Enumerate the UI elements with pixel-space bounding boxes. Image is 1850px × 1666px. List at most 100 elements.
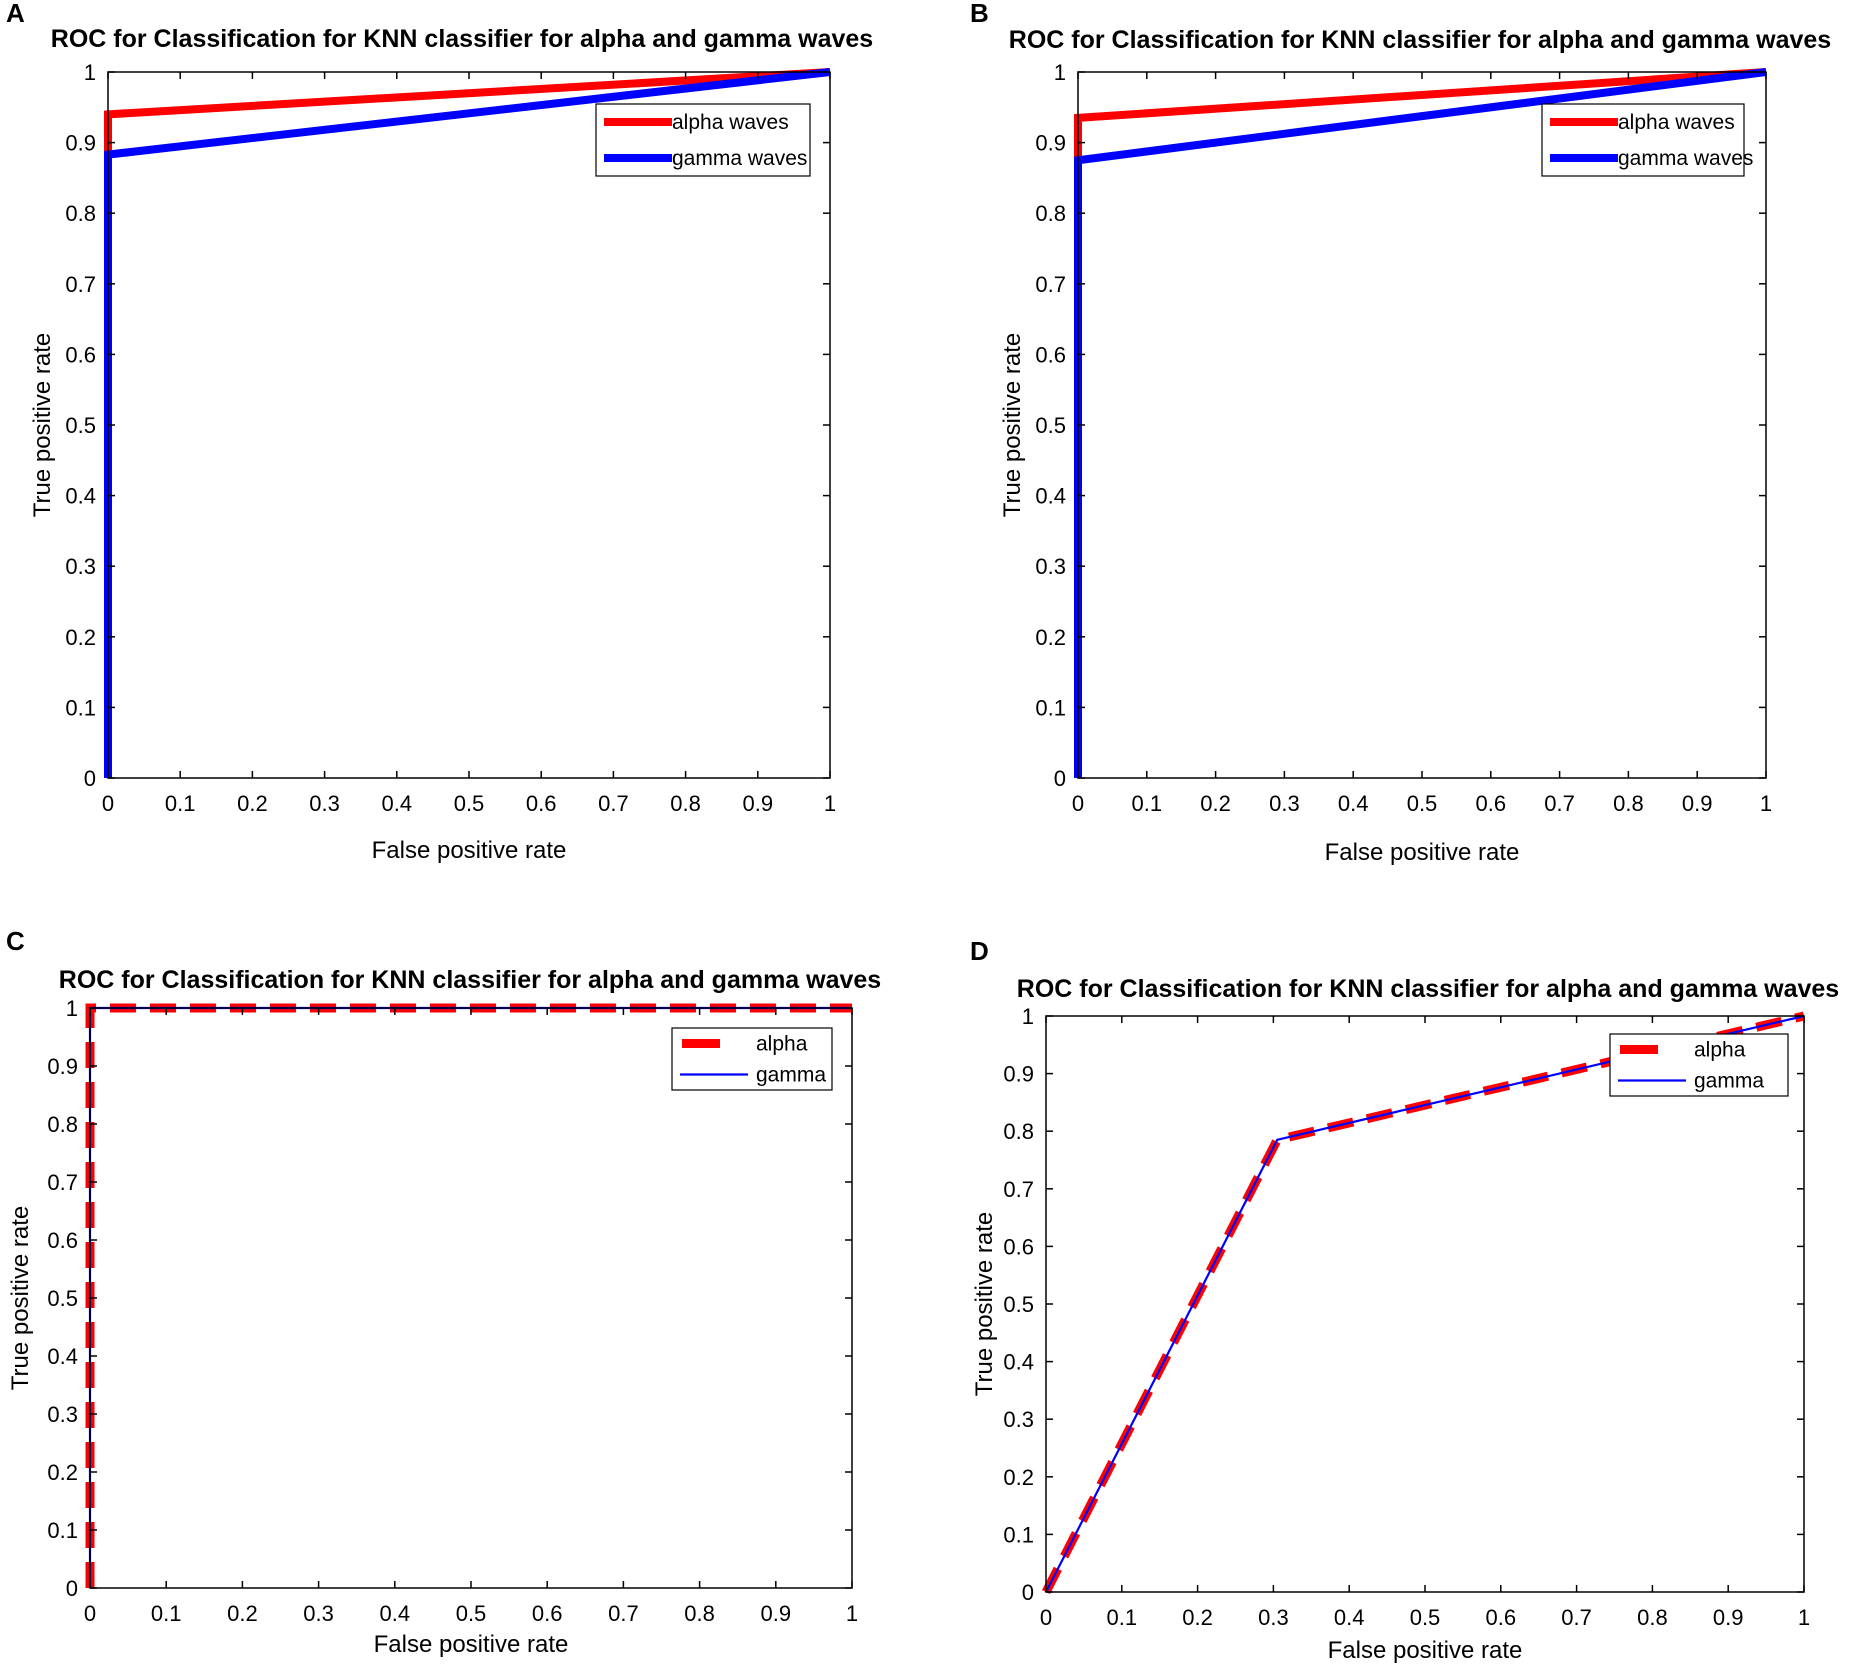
y-tick-label: 0.8 — [1035, 201, 1066, 226]
x-tick-label: 0.3 — [1258, 1605, 1289, 1630]
x-axis-label: False positive rate — [1325, 839, 1520, 866]
y-tick-label: 0.1 — [47, 1518, 78, 1543]
y-tick-label: 0.5 — [1003, 1292, 1034, 1317]
panel-d: D ROC for Classification for KNN classifi… — [970, 936, 1839, 1664]
x-tick-label: 0.5 — [454, 791, 485, 816]
y-tick-label: 0.1 — [65, 695, 96, 720]
x-tick-label: 0.4 — [1338, 791, 1369, 816]
x-tick-label: 0.1 — [1107, 1605, 1138, 1630]
x-tick-label: 0.2 — [227, 1601, 258, 1626]
x-tick-label: 0.3 — [1269, 791, 1300, 816]
y-tick-label: 0 — [1022, 1580, 1034, 1605]
x-tick-label: 0.9 — [761, 1601, 792, 1626]
y-tick-label: 0.2 — [65, 625, 96, 650]
y-tick-label: 0.9 — [1003, 1062, 1034, 1087]
y-tick-label: 0.1 — [1035, 695, 1066, 720]
legend-label-alpha: alpha — [756, 1033, 808, 1056]
y-tick-label: 0.9 — [65, 131, 96, 156]
y-tick-label: 1 — [84, 60, 96, 85]
x-tick-label: 0 — [102, 791, 114, 816]
legend: alpha gamma — [671, 1027, 833, 1091]
x-tick-label: 0.9 — [1682, 791, 1713, 816]
y-tick-label: 0.7 — [47, 1170, 78, 1195]
y-tick-label: 1 — [1022, 1004, 1034, 1029]
y-tick-label: 0.5 — [1035, 413, 1066, 438]
y-tick-label: 0.4 — [47, 1344, 78, 1369]
x-tick-label: 1 — [1760, 791, 1772, 816]
chart-title: ROC for Classification for KNN classifie… — [59, 966, 881, 994]
y-tick-label: 0.3 — [1035, 554, 1066, 579]
chart-title: ROC for Classification for KNN classifie… — [1009, 26, 1831, 54]
x-tick-label: 0.5 — [1410, 1605, 1441, 1630]
y-tick-label: 0 — [66, 1576, 78, 1601]
x-tick-label: 0.6 — [526, 791, 557, 816]
chart-title: ROC for Classification for KNN classifie… — [1017, 975, 1839, 1003]
y-tick-label: 0.2 — [1035, 625, 1066, 650]
y-tick-label: 0.7 — [65, 272, 96, 297]
x-tick-label: 1 — [846, 1601, 858, 1626]
y-tick-label: 0.6 — [65, 342, 96, 367]
y-tick-label: 0.8 — [65, 201, 96, 226]
panel-letter: A — [6, 0, 25, 28]
x-tick-label: 0.8 — [1637, 1605, 1668, 1630]
x-tick-label: 0.8 — [684, 1601, 715, 1626]
x-tick-label: 0.4 — [1334, 1605, 1365, 1630]
x-tick-label: 0.6 — [532, 1601, 563, 1626]
x-axis-label: False positive rate — [1328, 1637, 1523, 1664]
x-tick-label: 0.8 — [1613, 791, 1644, 816]
panel-c: C ROC for Classification for KNN classifi… — [6, 926, 881, 1658]
panel-letter: B — [970, 0, 989, 28]
x-tick-label: 0.6 — [1476, 791, 1507, 816]
x-tick-label: 0 — [1072, 791, 1084, 816]
y-tick-label: 0.6 — [1035, 342, 1066, 367]
y-tick-label: 0.5 — [47, 1286, 78, 1311]
legend-box — [1541, 103, 1745, 177]
y-tick-label: 0.4 — [1003, 1350, 1034, 1375]
panel-letter: C — [6, 926, 25, 956]
chart-title: ROC for Classification for KNN classifie… — [51, 25, 873, 53]
x-tick-label: 0.1 — [151, 1601, 182, 1626]
panel-b: B ROC for Classification for KNN classifi… — [970, 0, 1831, 866]
x-tick-label: 1 — [824, 791, 836, 816]
y-axis-label: True positive rate — [7, 1206, 34, 1391]
legend-label-alpha-waves: alpha waves — [1618, 111, 1735, 134]
x-tick-label: 0.2 — [237, 791, 268, 816]
x-tick-label: 1 — [1798, 1605, 1810, 1630]
legend-label-gamma-waves: gamma waves — [1618, 147, 1753, 170]
y-tick-label: 0.4 — [1035, 484, 1066, 509]
x-tick-label: 0.3 — [303, 1601, 334, 1626]
y-tick-label: 0 — [84, 766, 96, 791]
legend: alpha waves gamma waves — [1541, 103, 1753, 177]
x-axis-label: False positive rate — [374, 1631, 569, 1658]
x-tick-label: 0.7 — [1561, 1605, 1592, 1630]
y-tick-label: 0.8 — [47, 1112, 78, 1137]
x-tick-label: 0.7 — [598, 791, 629, 816]
y-tick-label: 0 — [1054, 766, 1066, 791]
y-tick-label: 0.3 — [1003, 1407, 1034, 1432]
x-tick-label: 0.9 — [743, 791, 774, 816]
legend-label-alpha: alpha — [1694, 1039, 1746, 1062]
y-axis-label: True positive rate — [29, 333, 56, 518]
x-tick-label: 0.6 — [1486, 1605, 1517, 1630]
x-tick-label: 0.2 — [1182, 1605, 1213, 1630]
x-tick-label: 0.1 — [165, 791, 196, 816]
y-tick-label: 0.4 — [65, 484, 96, 509]
x-tick-label: 0.5 — [1407, 791, 1438, 816]
panel-letter: D — [970, 936, 989, 966]
x-axis-label: False positive rate — [372, 837, 567, 864]
x-tick-label: 0.7 — [1544, 791, 1575, 816]
y-tick-label: 0.1 — [1003, 1522, 1034, 1547]
y-tick-label: 0.7 — [1003, 1177, 1034, 1202]
y-tick-label: 1 — [1054, 60, 1066, 85]
y-tick-label: 0.9 — [47, 1054, 78, 1079]
legend-box — [595, 103, 811, 177]
y-tick-label: 0.6 — [1003, 1234, 1034, 1259]
x-tick-label: 0.3 — [309, 791, 340, 816]
x-tick-label: 0.4 — [380, 1601, 411, 1626]
y-tick-label: 0.3 — [65, 554, 96, 579]
y-tick-label: 0.5 — [65, 413, 96, 438]
x-tick-label: 0 — [84, 1601, 96, 1626]
y-axis-label: True positive rate — [971, 1212, 998, 1397]
